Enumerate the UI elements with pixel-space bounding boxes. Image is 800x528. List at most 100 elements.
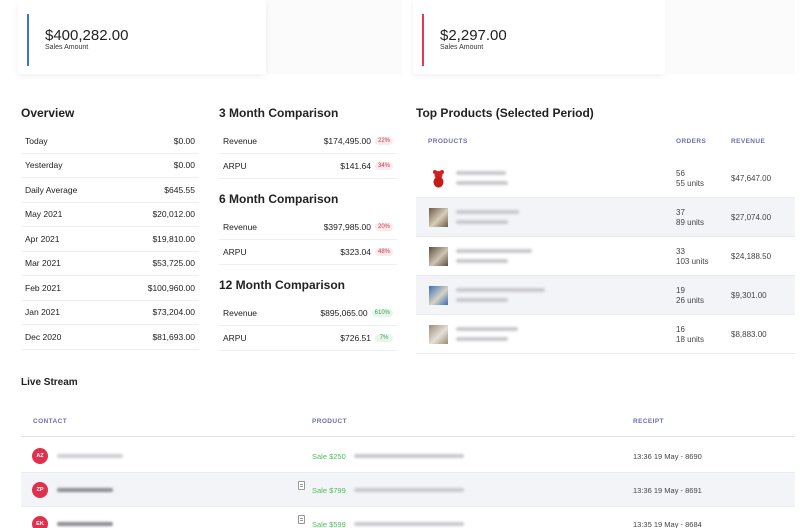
comparison-row: Revenue $397,985.00 20%: [219, 215, 397, 240]
revenue-column-header[interactable]: REVENUE: [731, 138, 766, 145]
product-units: 89 units: [676, 218, 705, 227]
overview-row: Mar 2021 $53,725.00: [21, 252, 199, 276]
product-name-blurred: [456, 249, 532, 253]
comparison-row-label: ARPU: [223, 333, 247, 343]
top-product-row[interactable]: 16 18 units $8,883.00: [416, 315, 795, 354]
overview-row-label: Yesterday: [25, 160, 63, 171]
product-orders: 37 89 units: [676, 208, 704, 228]
avatar: ZP: [32, 482, 48, 498]
overview-row-value: $19,810.00: [152, 233, 195, 244]
change-badge: 610%: [371, 309, 393, 317]
sales-amount-label: Sales Amount: [440, 44, 484, 51]
top-product-row[interactable]: 33 103 units $24,188.50: [416, 237, 795, 276]
product-orders: 56 55 units: [676, 169, 704, 189]
contact-name-blurred: [57, 454, 123, 458]
overview-row: Today $0.00: [21, 129, 199, 154]
product-orders: 33 103 units: [676, 247, 708, 267]
sale-amount: Sale $250: [312, 452, 346, 461]
product-units: 26 units: [676, 296, 705, 305]
product-column-header[interactable]: PRODUCT: [312, 418, 347, 425]
document-icon[interactable]: [298, 515, 305, 524]
receipt-info: 13:35 19 May - 8684: [633, 520, 702, 528]
overview-row-value: $73,204.00: [152, 307, 195, 318]
comparison-6m-title: 6 Month Comparison: [219, 192, 339, 206]
overview-row-value: $0.00: [173, 135, 195, 146]
comparison-row-label: Revenue: [223, 136, 258, 146]
live-stream-row[interactable]: EK Sale $599 13:35 19 May - 8684: [21, 507, 795, 528]
product-photo-icon: [429, 286, 448, 305]
product-order-count: 16: [676, 325, 685, 334]
comparison-row-label: Revenue: [223, 222, 258, 232]
change-badge: 7%: [375, 334, 393, 342]
product-name-blurred: [456, 210, 519, 214]
card-backdrop: [266, 0, 402, 74]
comparison-row-value: $726.51: [340, 333, 371, 343]
top-product-row[interactable]: 56 55 units $47,647.00: [416, 159, 795, 198]
live-stream-row[interactable]: AZ Sale $250 13:36 19 May - 8690: [21, 439, 795, 473]
receipt-column-header[interactable]: RECEIPT: [633, 418, 664, 425]
overview-row: May 2021 $20,012.00: [21, 203, 199, 227]
overview-row: Daily Average $645.55: [21, 178, 199, 203]
comparison-row: Revenue $174,495.00 22%: [219, 129, 397, 154]
comparison-row: ARPU $726.51 7%: [219, 326, 397, 351]
product-orders: 19 26 units: [676, 286, 704, 306]
product-name-blurred: [456, 327, 518, 331]
product-photo-icon: [429, 208, 448, 227]
overview-row-value: $53,725.00: [152, 258, 195, 269]
product-meta-blurred: [456, 181, 508, 185]
sales-amount-card-secondary: $2,297.00 Sales Amount: [413, 0, 665, 74]
comparison-12m-title: 12 Month Comparison: [219, 278, 346, 292]
comparison-row-value: $174,495.00: [323, 136, 371, 146]
sales-amount-card: $400,282.00 Sales Amount: [18, 0, 266, 74]
red-teddy-icon: [429, 169, 448, 188]
live-stream-row[interactable]: ZP Sale $799 13:36 19 May - 8691: [21, 473, 795, 507]
overview-row-value: $645.55: [164, 184, 195, 195]
product-units: 55 units: [676, 179, 705, 188]
avatar: AZ: [32, 448, 48, 464]
overview-row-value: $0.00: [173, 160, 195, 171]
receipt-info: 13:36 19 May - 8690: [633, 452, 702, 461]
overview-row-label: Jan 2021: [25, 307, 60, 318]
overview-row-label: Apr 2021: [25, 233, 60, 244]
product-revenue: $27,074.00: [731, 213, 772, 222]
live-stream-title: Live Stream: [21, 377, 78, 388]
overview-row-label: Dec 2020: [25, 331, 62, 342]
receipt-info: 13:36 19 May - 8691: [633, 486, 702, 495]
change-badge: 20%: [374, 223, 393, 231]
comparison-row-value: $895,065.00: [320, 308, 368, 318]
top-products-title: Top Products (Selected Period): [416, 106, 594, 120]
orders-column-header[interactable]: ORDERS: [676, 138, 707, 145]
product-revenue: $8,883.00: [731, 330, 767, 339]
overview-row: Jan 2021 $73,204.00: [21, 301, 199, 325]
overview-row-label: Today: [25, 135, 48, 146]
contact-column-header[interactable]: CONTACT: [33, 418, 68, 425]
change-badge: 34%: [374, 162, 393, 170]
document-icon[interactable]: [298, 481, 305, 490]
overview-row: Apr 2021 $19,810.00: [21, 227, 199, 252]
product-units: 18 units: [676, 335, 705, 344]
product-name-blurred: [354, 522, 464, 526]
product-meta-blurred: [456, 337, 508, 341]
product-revenue: $9,301.00: [731, 291, 767, 300]
overview-row-value: $100,960.00: [147, 282, 195, 293]
sales-amount-value: $400,282.00: [45, 27, 129, 44]
overview-row-label: Mar 2021: [25, 258, 61, 269]
comparison-row: ARPU $141.64 34%: [219, 154, 397, 179]
comparison-row: ARPU $323.04 48%: [219, 240, 397, 265]
comparison-row-value: $323.04: [340, 247, 371, 257]
overview-row-label: Daily Average: [25, 184, 78, 195]
product-order-count: 33: [676, 247, 685, 256]
top-product-row[interactable]: 37 89 units $27,074.00: [416, 198, 795, 237]
product-photo-icon: [429, 325, 448, 344]
overview-row-label: Feb 2021: [25, 282, 61, 293]
overview-row: Dec 2020 $81,693.00: [21, 325, 199, 350]
accent-bar: [27, 14, 29, 66]
overview-row-value: $81,693.00: [152, 331, 195, 342]
product-order-count: 37: [676, 208, 685, 217]
comparison-row-label: Revenue: [223, 308, 258, 318]
products-column-header[interactable]: PRODUCTS: [428, 138, 468, 145]
product-name-blurred: [456, 288, 545, 292]
product-meta-blurred: [456, 220, 508, 224]
overview-title: Overview: [21, 106, 75, 120]
top-product-row[interactable]: 19 26 units $9,301.00: [416, 276, 795, 315]
